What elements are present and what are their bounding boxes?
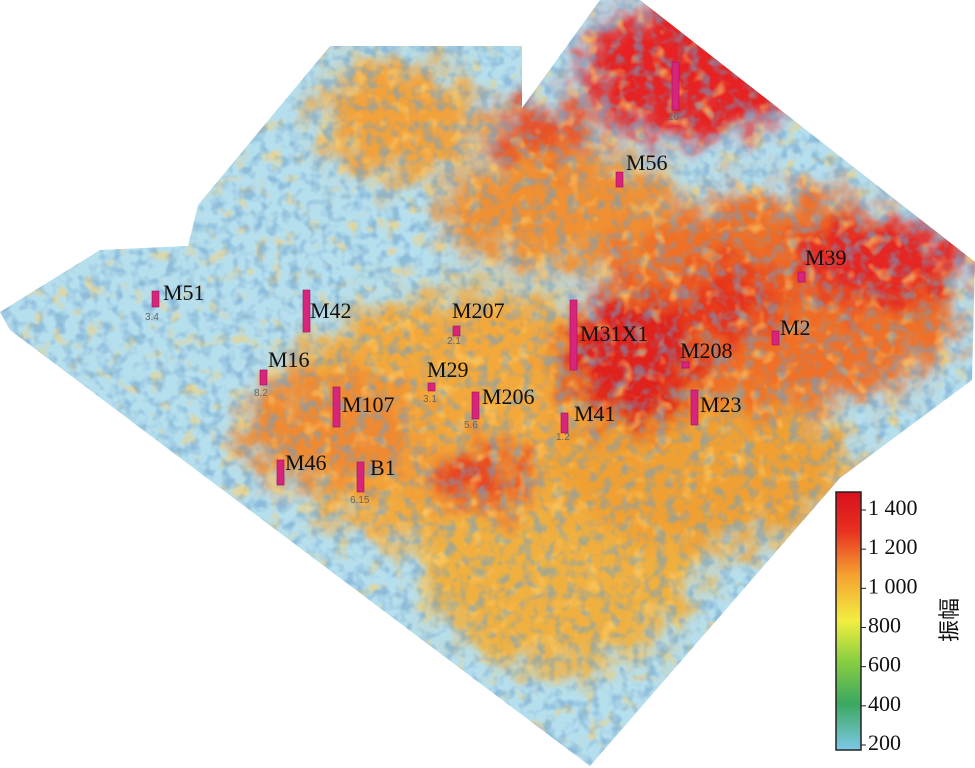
well-name: M107 — [342, 392, 395, 417]
well-label: 8.2 — [254, 388, 268, 399]
well-bar — [690, 389, 699, 426]
well-name: M31X1 — [580, 321, 648, 346]
well-bar — [332, 386, 341, 428]
well-bar — [569, 299, 578, 371]
well-name: M51 — [163, 280, 205, 305]
well-bar — [471, 391, 480, 420]
well-name: B1 — [370, 455, 396, 480]
well-bar — [797, 271, 806, 283]
well-label: 10 — [668, 112, 680, 123]
well-name: M42 — [310, 298, 352, 323]
colorbar-title: 振幅 — [937, 598, 962, 642]
well-label: 6.15 — [350, 495, 370, 506]
colorbar-scale — [835, 491, 862, 751]
colorbar: 振幅 200 400 600 800 1 000 1 200 1 400 — [835, 491, 962, 755]
well-bar — [560, 412, 569, 434]
colorbar-tick-label: 1 400 — [868, 495, 918, 520]
well-bar — [356, 461, 365, 493]
well-label: 3.4 — [145, 312, 159, 323]
well-name: M56 — [626, 150, 668, 175]
well-name: M39 — [805, 245, 847, 270]
colorbar-tick-label: 600 — [868, 652, 901, 677]
colorbar-tick-label: 400 — [868, 691, 901, 716]
well-bar — [259, 369, 268, 386]
well-name: M207 — [452, 298, 505, 323]
well-bar — [452, 325, 461, 337]
well-label: 2.1 — [447, 336, 461, 347]
well-name: M23 — [700, 392, 742, 417]
well-bar — [151, 290, 160, 308]
well-name: M206 — [482, 384, 535, 409]
well-bar — [681, 361, 690, 369]
well-bar — [276, 459, 285, 486]
well-bar — [671, 61, 680, 111]
well-name: M41 — [574, 401, 616, 426]
well-label: 3.1 — [423, 394, 437, 405]
well-name: M208 — [680, 338, 733, 363]
colorbar-tick-label: 1 000 — [868, 573, 918, 598]
colorbar-tick-label: 1 200 — [868, 534, 918, 559]
well-name: M46 — [285, 450, 327, 475]
well-name: M29 — [427, 357, 469, 382]
well-bar — [615, 171, 624, 188]
well-name: M16 — [268, 347, 310, 372]
well-label: 5.6 — [464, 420, 478, 431]
well-bar — [427, 382, 436, 392]
colorbar-tick-label: 800 — [868, 613, 901, 638]
well-name: M2 — [780, 315, 811, 340]
well-bar — [302, 289, 311, 333]
colorbar-tick-label: 200 — [868, 730, 901, 755]
well-label: 1.2 — [556, 432, 570, 443]
well-bar — [771, 330, 780, 346]
